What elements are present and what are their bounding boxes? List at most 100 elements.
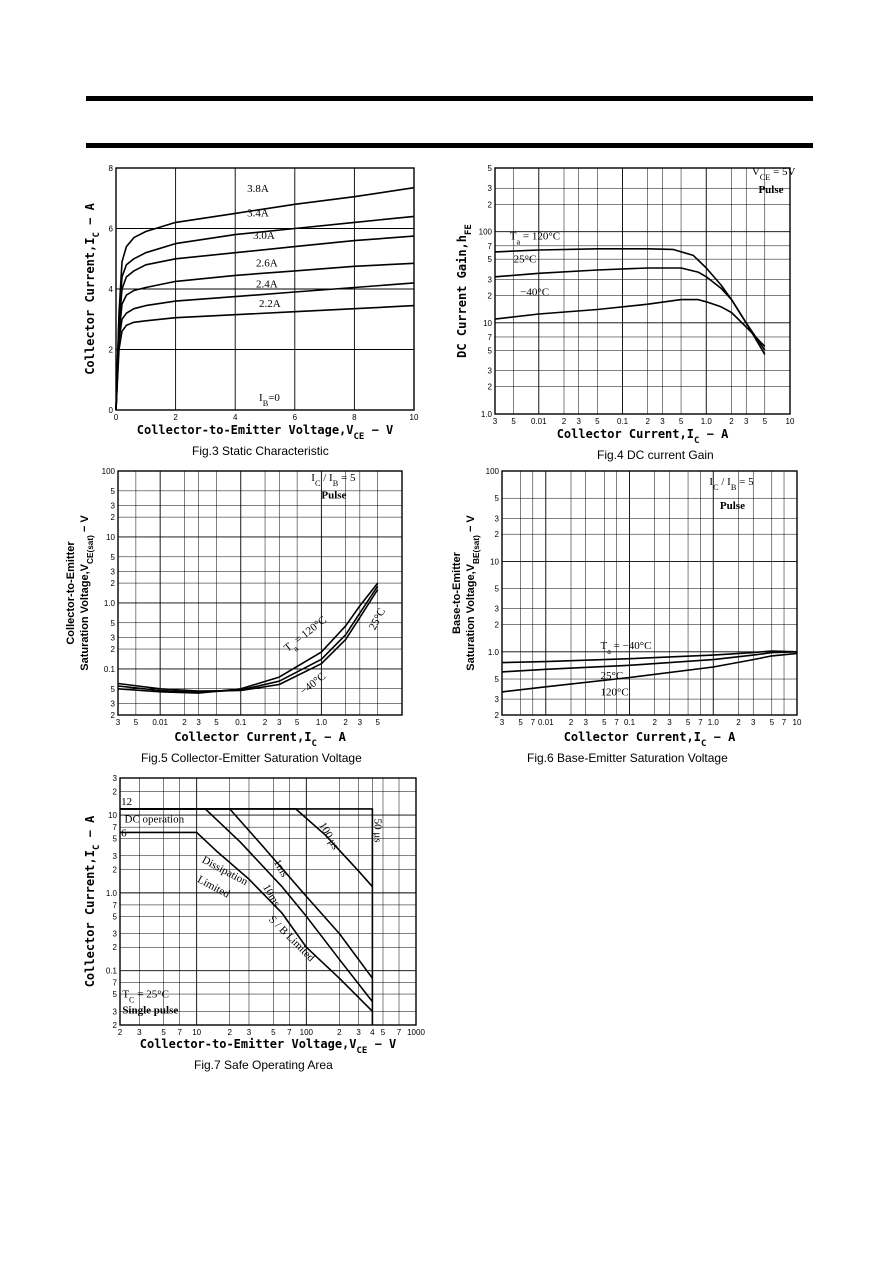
fig5-ytick-label: 3 <box>111 567 116 576</box>
fig7-xtick-label: 7 <box>397 1028 402 1037</box>
fig5-ytick-label: 10 <box>106 533 115 542</box>
fig5-series-group <box>117 582 379 694</box>
fig4-ytick-label: 5 <box>488 346 493 355</box>
fig6-ytick-label: 5 <box>495 494 500 503</box>
fig5-curve-label-0: Ta = 120°C <box>282 614 331 657</box>
fig5-xtick-label: 3 <box>277 718 282 727</box>
fig5-y-axis-label-line2: Saturation Voltage,VCE(sat) − V <box>79 515 95 671</box>
fig6-xtick-label: 3 <box>751 718 756 727</box>
fig5-ytick-label: 2 <box>111 711 116 720</box>
fig3-grid: 0 2 4 6 8 10 0 2 4 6 8 <box>109 164 419 422</box>
fig6-curve-label-1: 25°C <box>600 670 623 682</box>
fig7-ytick-label: 5 <box>113 912 118 921</box>
fig4-annotation-0: VCE = 5V <box>752 166 796 182</box>
fig6-xtick-label: 7 <box>782 718 787 727</box>
fig4-xtick-label: 5 <box>763 417 768 426</box>
fig5-ytick-label: 3 <box>111 633 116 642</box>
fig4-ytick-label: 5 <box>488 164 493 173</box>
fig7-xtick-label: 3 <box>247 1028 252 1037</box>
fig7-curve-label-6: 1ms <box>271 857 291 879</box>
fig3-xtick-label: 10 <box>410 413 419 422</box>
fig4-xtick-label: 10 <box>786 417 795 426</box>
fig6-curve-label-2: 120°C <box>600 686 628 698</box>
fig4-xtick-label: 5 <box>679 417 684 426</box>
fig5-ytick-label: 1.0 <box>104 599 116 608</box>
fig3-x-axis-label: Collector-to-Emitter Voltage,VCE − V <box>137 423 394 442</box>
fig5-xtick-label: 3 <box>196 718 201 727</box>
fig6-base-emitter-saturation-chart: 3 5 7 0.01 2 3 5 7 0.1 2 3 5 7 1.0 2 3 5 7 10 2 3 5 1.0 2 3 5 10 2 3… <box>452 463 807 766</box>
fig4-ytick-label: 3 <box>488 184 493 193</box>
fig5-ytick-label: 0.1 <box>104 665 116 674</box>
fig5-ytick-label: 3 <box>111 501 116 510</box>
fig6-x-axis-label: Collector Current,IC − A <box>564 730 736 749</box>
fig4-xtick-label: 3 <box>660 417 665 426</box>
fig4-xtick-label: 5 <box>511 417 516 426</box>
fig6-ytick-label: 5 <box>495 675 500 684</box>
fig6-ytick-label: 2 <box>495 711 500 720</box>
fig4-ytick-label: 7 <box>488 242 493 251</box>
fig7-ytick-label: 3 <box>113 1007 118 1016</box>
fig7-xtick-label: 5 <box>381 1028 386 1037</box>
fig7-xtick-label: 2 <box>227 1028 232 1037</box>
fig3-curve-label-0: 3.8A <box>247 183 269 195</box>
fig6-xtick-label: 3 <box>667 718 672 727</box>
fig3-ytick-label: 0 <box>109 406 114 415</box>
fig7-caption: Fig.7 Safe Operating Area <box>194 1058 333 1072</box>
fig6-ytick-label: 5 <box>495 585 500 594</box>
fig4-series-group <box>494 248 766 355</box>
fig6-ytick-label: 3 <box>495 605 500 614</box>
fig5-xtick-label: 0.01 <box>152 718 168 727</box>
fig3-ytick-label: 6 <box>109 225 114 234</box>
fig4-x-axis-label: Collector Current,IC − A <box>557 427 729 446</box>
fig3-xtick-label: 0 <box>114 413 119 422</box>
fig4-ytick-label: 2 <box>488 291 493 300</box>
fig4-ytick-label: 100 <box>479 228 493 237</box>
fig6-plot-frame <box>501 470 798 716</box>
fig5-ytick-label: 5 <box>111 487 116 496</box>
fig7-ytick-label: 0.1 <box>106 967 118 976</box>
fig5-annotation-0: IC / IB = 5 <box>311 472 356 488</box>
fig6-xtick-label: 2 <box>653 718 658 727</box>
fig6-ytick-label: 100 <box>486 467 500 476</box>
fig3-curve-label-3: 2.6A <box>256 257 278 269</box>
fig7-ytick-label: 3 <box>113 852 118 861</box>
fig3-ytick-label: 2 <box>109 346 114 355</box>
fig6-ytick-label: 2 <box>495 530 500 539</box>
fig7-xtick-label: 7 <box>177 1028 182 1037</box>
fig7-xtick-label: 5 <box>161 1028 166 1037</box>
fig4-annotation-1: Pulse <box>758 184 783 196</box>
fig4-ytick-label: 3 <box>488 367 493 376</box>
fig7-series-0 <box>120 831 373 1012</box>
fig6-y-axis-label-line2: Saturation Voltage,VBE(sat) − V <box>465 515 481 671</box>
fig3-series-2 <box>115 235 415 411</box>
fig7-curve-label-0: DC operation <box>125 814 185 826</box>
fig6-xtick-label: 0.01 <box>538 718 554 727</box>
fig7-ytick-label: 7 <box>113 823 118 832</box>
fig3-caption: Fig.3 Static Characteristic <box>192 444 329 458</box>
fig6-series-group <box>501 650 798 693</box>
fig5-series-2 <box>117 589 379 692</box>
fig5-xtick-label: 3 <box>358 718 363 727</box>
fig7-ytick-label: 1.0 <box>106 889 118 898</box>
fig3-svg: 0 2 4 6 8 10 0 2 4 6 8 3.8A 3.4A 3.0A 2.6A 2.4A 2.2A IB=0… <box>83 164 419 442</box>
fig7-curve-label-1: 12 <box>121 796 132 808</box>
fig5-xtick-label: 5 <box>134 718 139 727</box>
fig5-ytick-label: 3 <box>111 699 116 708</box>
fig4-series-1 <box>494 267 766 351</box>
fig6-annotation-1: Pulse <box>720 500 745 512</box>
fig7-xtick-label: 5 <box>271 1028 276 1037</box>
fig6-xtick-label: 0.1 <box>624 718 636 727</box>
fig7-curve-label-9: 50 μs <box>372 819 384 843</box>
fig7-ytick-label: 5 <box>113 990 118 999</box>
fig4-xtick-label: 0.01 <box>531 417 547 426</box>
fig6-xtick-label: 3 <box>584 718 589 727</box>
fig7-ytick-label: 2 <box>113 1021 118 1030</box>
fig6-xtick-label: 3 <box>500 718 505 727</box>
fig7-xtick-label: 4 <box>370 1028 375 1037</box>
fig4-xtick-label: 0.1 <box>617 417 629 426</box>
fig7-curve-label-8: 100 μs <box>316 820 341 851</box>
fig3-series-3 <box>115 262 415 411</box>
fig7-annotation-1: Single pulse <box>122 1005 178 1017</box>
fig5-xtick-label: 2 <box>263 718 268 727</box>
fig3-series-group <box>115 186 415 411</box>
